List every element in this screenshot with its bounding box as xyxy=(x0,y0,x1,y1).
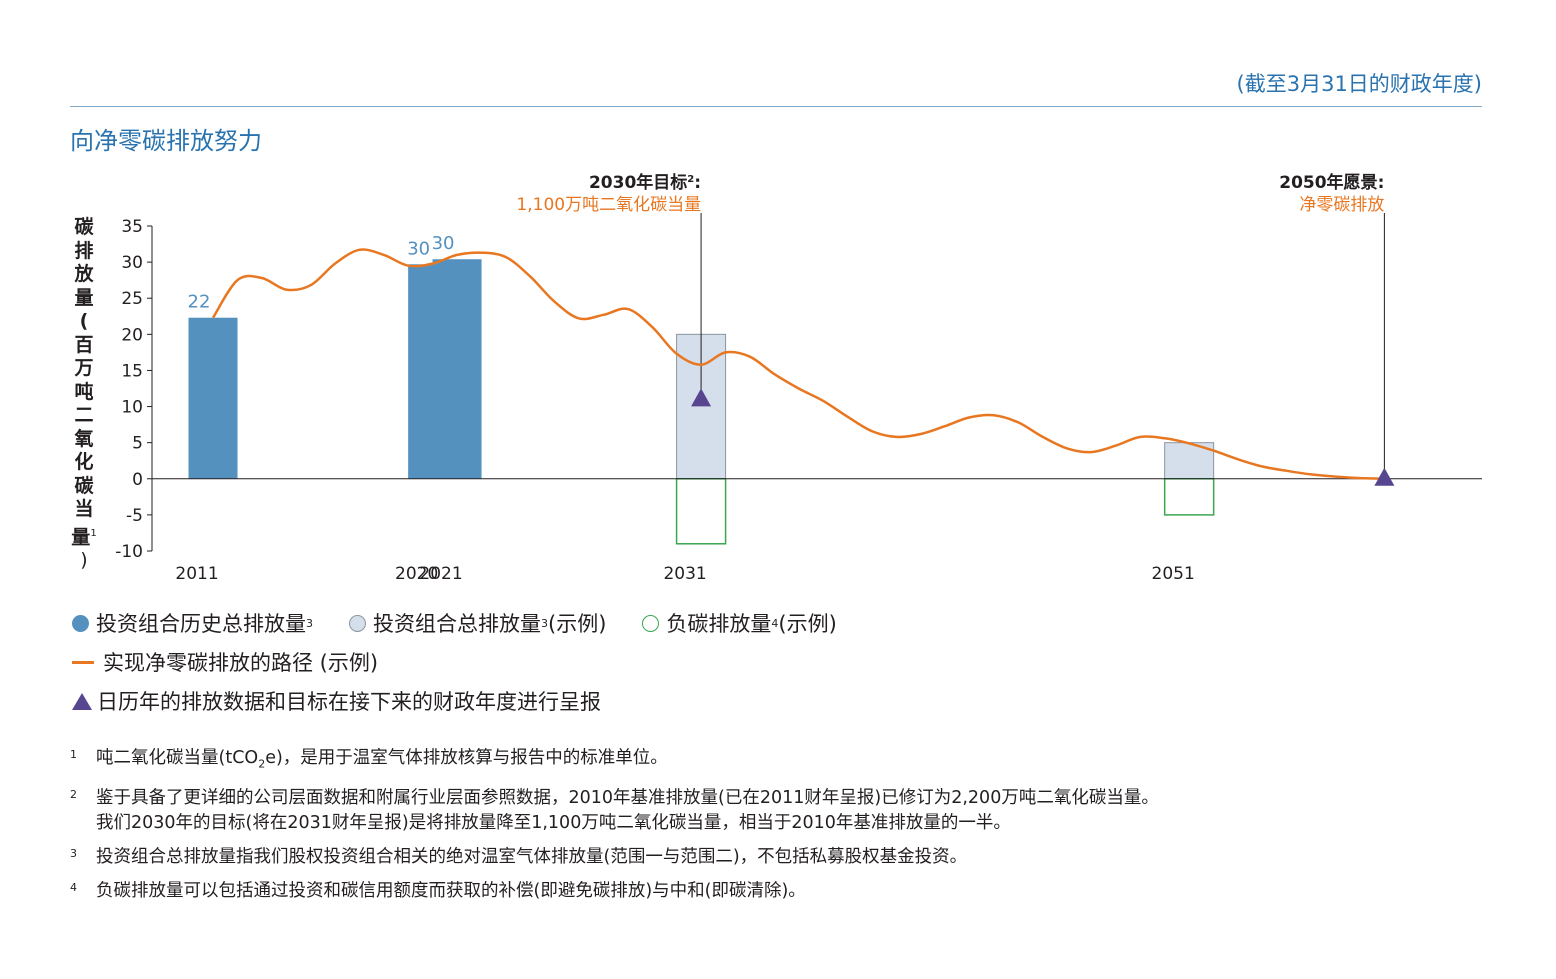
footnote-number: 4 xyxy=(70,880,77,894)
triangle-marker-icon xyxy=(72,692,92,710)
target-title: 2030年目标2: xyxy=(589,172,701,193)
y-tick-label: 30 xyxy=(121,253,143,273)
y-axis-label-char: 氧 xyxy=(74,427,94,450)
y-tick-label: -5 xyxy=(126,506,143,526)
legend-negative-sup: 4 xyxy=(771,616,779,630)
legend-historical-label: 投资组合历史总排放量 xyxy=(96,612,306,636)
negative-emissions-bar xyxy=(675,478,727,545)
footnote-number: 3 xyxy=(70,846,77,860)
y-axis-label-char: ( xyxy=(79,310,89,332)
legend-negative-label: 负碳排放量 xyxy=(666,612,772,636)
footnote-1: 1 吨二氧化碳当量(tCO2e)，是用于温室气体排放核算与报告中的标准单位。 xyxy=(70,746,1490,777)
footnote-2: 2 鉴于具备了更详细的公司层面数据和附属行业层面参照数据，2010年基准排放量(… xyxy=(70,786,1490,836)
chart-title: 向净零碳排放努力 xyxy=(70,127,262,155)
target-triangle-marker xyxy=(691,388,712,407)
x-tick-label: 2020 xyxy=(395,564,438,584)
historical-emissions-bar xyxy=(188,317,238,479)
historical-emissions-bar xyxy=(432,259,482,479)
pathway-swatch-icon xyxy=(72,660,94,664)
legend-total: 投资组合总排放量 3 (示例) xyxy=(349,608,606,638)
target-triangle-marker xyxy=(1374,467,1395,486)
footnote-text: e)，是用于温室气体排放核算与报告中的标准单位。 xyxy=(265,748,668,768)
y-tick-label: 20 xyxy=(121,325,143,345)
footnote-text: 我们2030年的目标(将在2031财年呈报)是将排放量降至1,100万吨二氧化碳… xyxy=(96,812,1011,833)
target-title-text: 2050年愿景 xyxy=(1279,172,1377,193)
y-axis-label-char: 化 xyxy=(74,451,94,473)
y-axis-label-char: 量1 xyxy=(71,525,97,548)
target-subtitle: 净零碳排放 xyxy=(1299,195,1384,215)
legend-total-sup: 3 xyxy=(541,616,548,630)
legend-pathway-label: 实现净零碳排放的路径 (示例) xyxy=(103,651,379,675)
y-axis-label-sup: 1 xyxy=(90,527,97,539)
header-divider xyxy=(70,106,1482,107)
footnotes: 1 吨二氧化碳当量(tCO2e)，是用于温室气体排放核算与报告中的标准单位。 2… xyxy=(70,746,1490,913)
y-tick-label: 0 xyxy=(132,470,143,490)
y-axis-label-char: 碳 xyxy=(74,474,94,497)
y-tick-label: 35 xyxy=(121,217,143,237)
y-axis-label-char: 当 xyxy=(74,498,94,520)
legend-historical-sup: 3 xyxy=(306,616,313,630)
footnote-text: 吨二氧化碳当量(tCO xyxy=(96,748,259,768)
target-title-text: 2030年目标 xyxy=(589,172,687,193)
legend-total-suffix: (示例) xyxy=(548,612,607,636)
legend-row-2: 实现净零碳排放的路径 (示例) xyxy=(72,647,378,677)
legend-negative: 负碳排放量 4 (示例) xyxy=(642,608,837,638)
x-tick-label: 2051 xyxy=(1152,564,1195,584)
target-title-sup: 2 xyxy=(687,174,694,185)
legend-marker-label: 日历年的排放数据和目标在接下来的财政年度进行呈报 xyxy=(97,690,601,714)
y-axis-label-char: ) xyxy=(80,549,88,572)
legend-total-label: 投资组合总排放量 xyxy=(373,612,541,636)
y-tick-label: -10 xyxy=(115,542,143,562)
legend-negative-suffix: (示例) xyxy=(778,612,837,636)
bar-value-label: 30 xyxy=(432,233,455,254)
negative-swatch-icon xyxy=(642,614,660,632)
bar-value-label: 22 xyxy=(188,292,211,313)
footnote-text: 鉴于具备了更详细的公司层面数据和附属行业层面参照数据，2010年基准排放量(已在… xyxy=(96,787,1159,808)
footnote-3: 3 投资组合总排放量指我们股权投资组合相关的绝对温室气体排放量(范围一与范围二)… xyxy=(70,845,1490,870)
net-zero-pathway-line xyxy=(211,248,1385,481)
y-axis-label-char: 量 xyxy=(74,286,94,309)
target-subtitle: 1,100万吨二氧化碳当量 xyxy=(516,195,701,215)
footnote-number: 1 xyxy=(70,748,77,761)
y-tick-label: 15 xyxy=(121,361,143,381)
negative-emissions-bar xyxy=(1163,478,1215,516)
y-axis-label-char: 百 xyxy=(74,333,94,356)
y-axis-label: 碳排放量(百万吨二氧化碳当量1) xyxy=(70,216,98,573)
footnote-text: 负碳排放量可以包括通过投资和碳信用额度而获取的补偿(即避免碳排放)与中和(即碳清… xyxy=(96,880,806,901)
target-title: 2050年愿景: xyxy=(1279,172,1384,193)
legend-row-1: 投资组合历史总排放量 3 投资组合总排放量 3 (示例) 负碳排放量 4 (示例) xyxy=(72,608,873,638)
footnote-number: 2 xyxy=(70,787,77,801)
y-axis-label-char: 排 xyxy=(74,239,94,262)
y-axis-label-char: 吨 xyxy=(74,380,94,403)
y-tick-label: 10 xyxy=(121,398,143,418)
y-axis-label-char: 二 xyxy=(74,404,94,426)
footnote-text: 投资组合总排放量指我们股权投资组合相关的绝对温室气体排放量(范围一与范围二)，不… xyxy=(96,846,968,867)
bar-value-label: 30 xyxy=(407,238,430,259)
y-tick-label: 5 xyxy=(132,434,143,454)
target-title-suffix: : xyxy=(1378,173,1385,193)
footnote-subscript: 2 xyxy=(258,757,266,771)
historical-swatch-icon xyxy=(72,614,89,632)
footnote-4: 4 负碳排放量可以包括通过投资和碳信用额度而获取的补偿(即避免碳排放)与中和(即… xyxy=(70,879,1490,904)
fiscal-year-note: (截至3月31日的财政年度) xyxy=(1236,72,1482,96)
total-swatch-icon xyxy=(349,614,366,632)
y-axis-label-char: 碳 xyxy=(74,216,94,238)
y-tick-label: 25 xyxy=(121,289,143,309)
legend-row-3: 日历年的排放数据和目标在接下来的财政年度进行呈报 xyxy=(72,686,601,716)
target-title-suffix: : xyxy=(694,173,701,193)
x-tick-label: 2011 xyxy=(175,564,218,584)
x-tick-label: 2031 xyxy=(663,564,706,584)
y-axis-label-char: 放 xyxy=(74,263,94,285)
x-tick-label: 2021 xyxy=(419,564,462,584)
y-axis-label-char: 万 xyxy=(74,357,94,379)
legend-historical: 投资组合历史总排放量 3 xyxy=(72,608,313,638)
